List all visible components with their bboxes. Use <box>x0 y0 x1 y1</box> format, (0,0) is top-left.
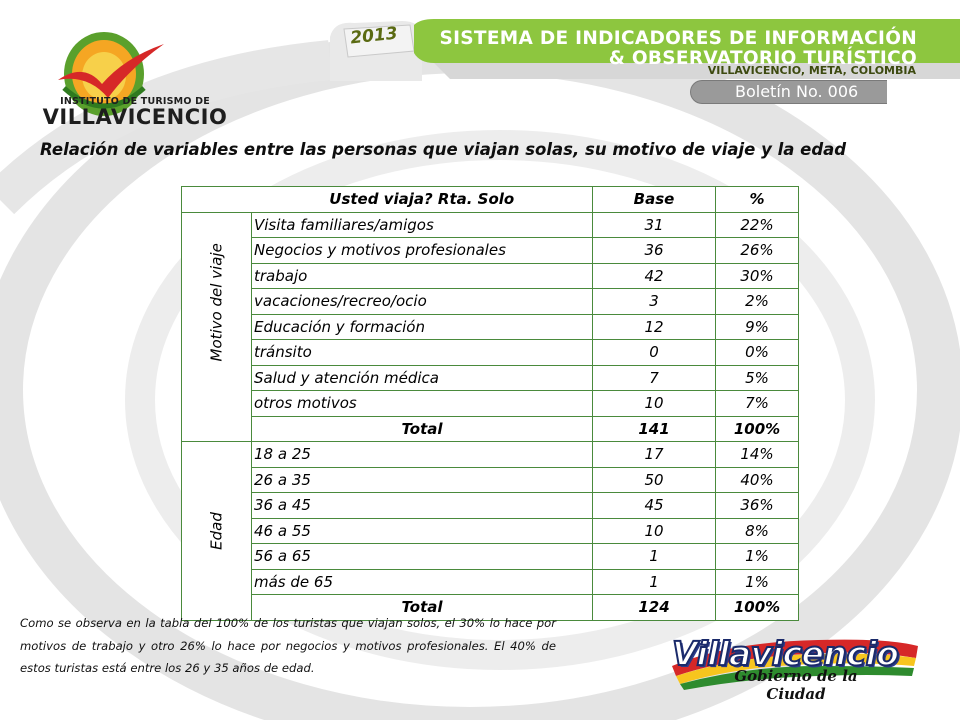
row-label: Educación y formación <box>251 313 593 340</box>
header-pct: % <box>715 186 799 213</box>
total-pct: 100% <box>715 594 799 621</box>
table-row: Negocios y motivos profesionales 36 26% <box>182 237 799 264</box>
table-row: Edad 18 a 25 17 14% <box>181 441 799 621</box>
row-pct: 5% <box>715 364 799 391</box>
row-label: trabajo <box>251 262 593 289</box>
city-logo <box>672 639 918 690</box>
row-label: Visita familiares/amigos <box>251 211 593 238</box>
row-label: 26 a 35 <box>251 466 593 493</box>
row-base: 0 <box>592 339 716 366</box>
table-row: otros motivos 10 7% <box>182 390 799 417</box>
row-base: 36 <box>592 237 716 264</box>
data-table: Usted viaja? Rta. Solo Base % Motivo del… <box>181 186 799 621</box>
table-row: 26 a 35 50 40% <box>182 466 799 493</box>
table-row: Educación y formación 12 9% <box>182 313 799 340</box>
row-base: 1 <box>592 568 716 595</box>
row-base: 17 <box>592 441 716 468</box>
total-base: 124 <box>592 594 716 621</box>
group-name-edad: Edad <box>207 511 226 550</box>
table-row: trabajo 42 30% <box>182 262 799 289</box>
row-pct: 2% <box>715 288 799 315</box>
table-row: 56 a 65 1 1% <box>182 543 799 570</box>
table-row: vacaciones/recreo/ocio 3 2% <box>182 288 799 315</box>
city-wordmark: Villavicencio <box>671 633 900 674</box>
bulletin-label: Boletín No. 006 <box>735 82 859 101</box>
row-label: 56 a 65 <box>251 543 593 570</box>
total-row-edad: Total 124 100% <box>182 594 799 621</box>
row-label: 46 a 55 <box>251 517 593 544</box>
row-pct: 22% <box>715 211 799 238</box>
row-pct: 9% <box>715 313 799 340</box>
institute-city: VILLAVICENCIO <box>42 105 228 129</box>
row-base: 42 <box>592 262 716 289</box>
institute-logo <box>58 32 164 116</box>
group-label-motivo: Motivo del viaje <box>181 211 252 442</box>
row-pct: 26% <box>715 237 799 264</box>
row-base: 1 <box>592 543 716 570</box>
total-label: Total <box>251 594 593 621</box>
row-label: otros motivos <box>251 390 593 417</box>
row-base: 10 <box>592 517 716 544</box>
row-base: 3 <box>592 288 716 315</box>
row-pct: 0% <box>715 339 799 366</box>
bulletin-badge: Boletín No. 006 <box>690 80 887 104</box>
table-row: 46 a 55 10 8% <box>182 517 799 544</box>
row-label: vacaciones/recreo/ocio <box>251 288 593 315</box>
row-base: 7 <box>592 364 716 391</box>
row-pct: 1% <box>715 543 799 570</box>
table-row: Motivo del viaje Visita familiares/amigo… <box>181 211 799 442</box>
total-row-motivo: Total 141 100% <box>182 415 799 442</box>
table-row: tránsito 0 0% <box>182 339 799 366</box>
banner-line-1: SISTEMA DE INDICADORES DE INFORMACIÓN <box>439 28 917 49</box>
page-title: Relación de variables entre las personas… <box>40 140 847 159</box>
row-pct: 40% <box>715 466 799 493</box>
group-label-edad: Edad <box>181 441 252 621</box>
row-base: 45 <box>592 492 716 519</box>
row-label: 18 a 25 <box>251 441 593 468</box>
row-pct: 30% <box>715 262 799 289</box>
banner-location: VILLAVICENCIO, META, COLOMBIA <box>707 64 916 77</box>
row-base: 12 <box>592 313 716 340</box>
row-pct: 7% <box>715 390 799 417</box>
table-header-row: Usted viaja? Rta. Solo Base % <box>181 186 799 213</box>
row-label: 36 a 45 <box>251 492 593 519</box>
row-pct: 1% <box>715 568 799 595</box>
header-label: Usted viaja? Rta. Solo <box>251 186 593 213</box>
table-row: más de 65 1 1% <box>182 568 799 595</box>
total-pct: 100% <box>715 415 799 442</box>
row-label: Salud y atención médica <box>251 364 593 391</box>
row-label: tránsito <box>251 339 593 366</box>
banner-line-2: & OBSERVATORIO TURÍSTICO <box>608 48 917 69</box>
total-label: Total <box>251 415 593 442</box>
row-pct: 14% <box>715 441 799 468</box>
header-base: Base <box>592 186 716 213</box>
header-banner <box>330 19 960 81</box>
institute-line: INSTITUTO DE TURISMO DE <box>60 96 210 107</box>
row-pct: 8% <box>715 517 799 544</box>
row-base: 50 <box>592 466 716 493</box>
city-tagline: Gobierno de la Ciudad <box>734 667 858 703</box>
row-label: más de 65 <box>251 568 593 595</box>
table-row: Salud y atención médica 7 5% <box>182 364 799 391</box>
row-pct: 36% <box>715 492 799 519</box>
table-row: 36 a 45 45 36% <box>182 492 799 519</box>
row-base: 10 <box>592 390 716 417</box>
row-base: 31 <box>592 211 716 238</box>
row-label: Negocios y motivos profesionales <box>251 237 593 264</box>
group-name-motivo: Motivo del viaje <box>207 242 226 362</box>
total-base: 141 <box>592 415 716 442</box>
header-blank <box>181 186 252 213</box>
banner-title: SISTEMA DE INDICADORES DE INFORMACIÓN & … <box>437 29 917 69</box>
summary-note: Como se observa en la tabla del 100% de … <box>20 616 556 675</box>
institute-name: INSTITUTO DE TURISMO DE VILLAVICENCIO <box>40 96 230 129</box>
